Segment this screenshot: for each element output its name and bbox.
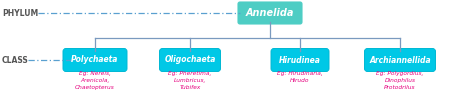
Text: Annelida: Annelida (246, 8, 294, 18)
FancyBboxPatch shape (159, 49, 221, 71)
FancyBboxPatch shape (365, 49, 435, 71)
Text: PHYLUM: PHYLUM (2, 9, 38, 18)
Text: Eg: Pheretima,
Lumbricus,
Tubifex: Eg: Pheretima, Lumbricus, Tubifex (169, 71, 212, 90)
Text: Oligochaeta: Oligochaeta (164, 56, 216, 64)
FancyBboxPatch shape (271, 49, 329, 71)
Text: CLASS: CLASS (2, 56, 29, 64)
Text: Eg: Hirudinaria,
Hirudo: Eg: Hirudinaria, Hirudo (277, 71, 323, 83)
Text: Polychaeta: Polychaeta (71, 56, 119, 64)
Text: Eg: Nereis,
Arenicola,
Chaetopterus: Eg: Nereis, Arenicola, Chaetopterus (75, 71, 115, 90)
FancyBboxPatch shape (63, 49, 127, 71)
Text: Eg: Polygordius,
Dinophilus
Protodrilus: Eg: Polygordius, Dinophilus Protodrilus (376, 71, 424, 90)
Text: Hirudinea: Hirudinea (279, 56, 321, 64)
FancyBboxPatch shape (238, 2, 302, 24)
Text: Archiannellida: Archiannellida (369, 56, 431, 64)
